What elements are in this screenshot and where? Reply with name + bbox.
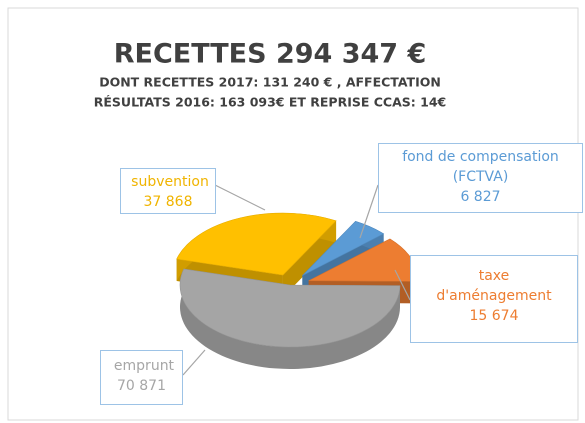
value-label: 70 871 — [117, 378, 166, 394]
category-label: emprunt — [113, 358, 175, 374]
category-label: taxe d'aménagement — [436, 268, 552, 304]
leader-line — [182, 349, 206, 376]
data-label-box: fond de compensation (FCTVA) 6 827 — [378, 143, 583, 213]
chart-subtitle: DONT RECETTES 2017: 131 240 € , AFFECTAT… — [99, 75, 441, 90]
slice-side — [179, 268, 400, 369]
value-label: 6 827 — [460, 189, 501, 205]
chart-subtitle: RÉSULTATS 2016: 163 093€ ET REPRISE CCAS… — [94, 95, 446, 110]
slice — [302, 220, 385, 276]
slice — [176, 212, 337, 276]
chart-title: RECETTES 294 347 € — [114, 39, 427, 70]
category-label: subvention — [131, 174, 209, 190]
leader-lines — [182, 184, 411, 376]
leader-line — [214, 184, 266, 211]
category-label: fond de compensation (FCTVA) — [402, 149, 559, 185]
slice — [179, 268, 401, 348]
data-label-box: emprunt 70 871 — [100, 350, 183, 405]
value-label: 15 674 — [469, 308, 519, 324]
slice-side — [282, 220, 337, 298]
leader-line — [394, 269, 411, 301]
value-label: 37 868 — [143, 194, 193, 210]
data-label-box: subvention 37 868 — [120, 168, 216, 214]
data-label-box: taxe d'aménagement 15 674 — [410, 255, 578, 343]
leader-line — [359, 184, 379, 239]
